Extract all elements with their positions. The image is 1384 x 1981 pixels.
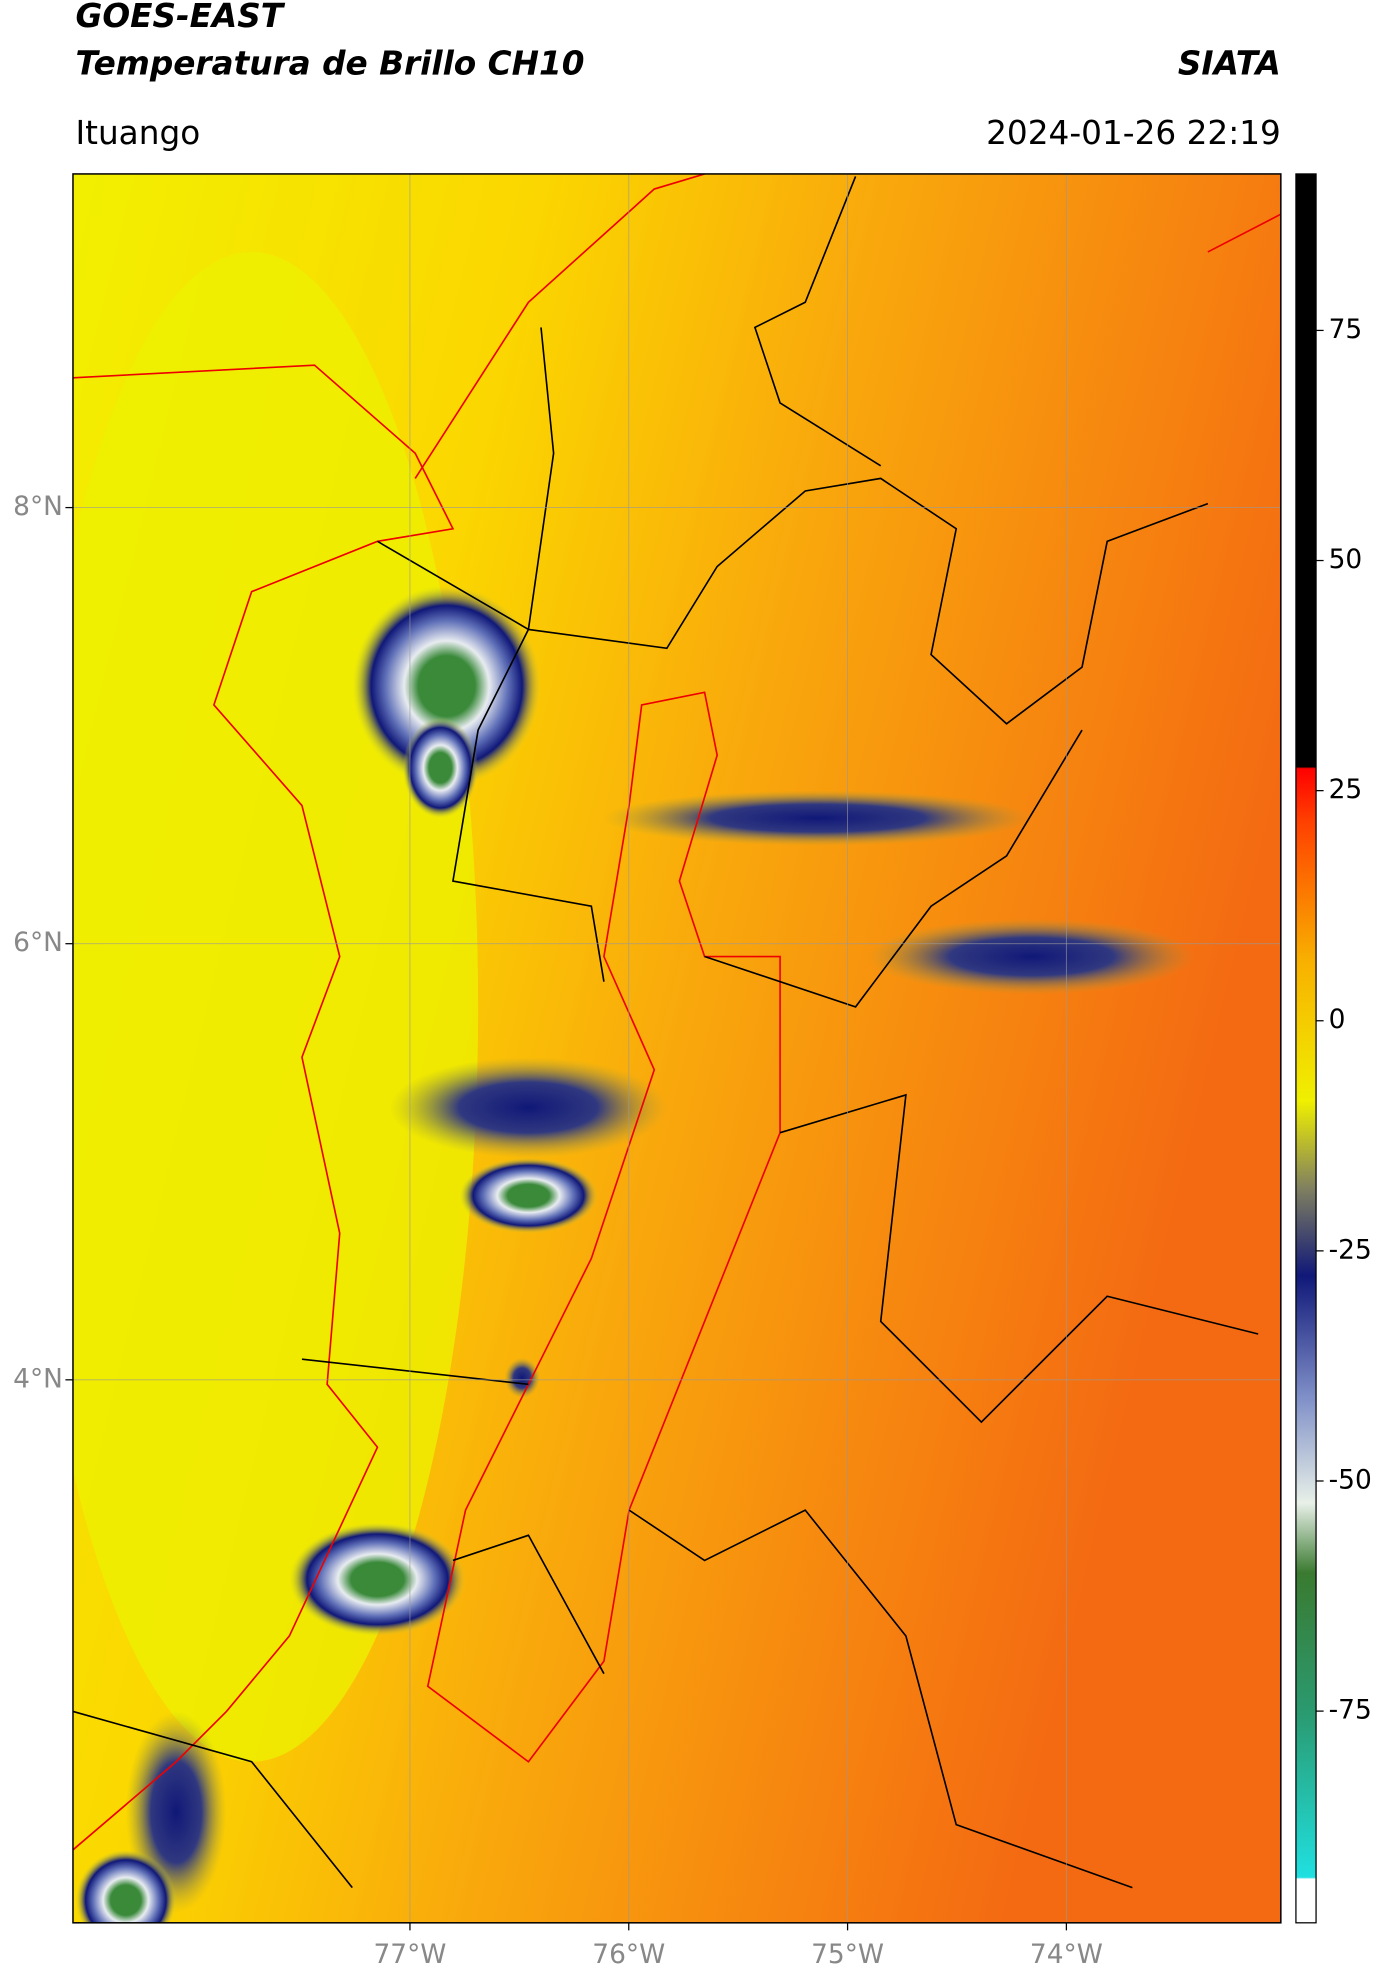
cloud <box>504 1357 540 1399</box>
datetime: 2024-01-26 22:19 <box>986 114 1281 152</box>
coastline <box>414 173 1281 479</box>
colorbar <box>1295 173 1317 1924</box>
boundaries <box>72 176 1259 1889</box>
grid <box>72 173 1281 1923</box>
cloud-band <box>390 1057 667 1158</box>
plot-frame <box>72 173 1282 1924</box>
cloud <box>352 585 542 787</box>
axes: 77°W 76°W 75°W 74°W 4°N 6°N 8°N -75 -50 -25 0 25 50 7… <box>13 314 1372 1970</box>
subtitle: Temperatura de Brillo CH10 <box>75 45 584 83</box>
x-tick-label: 75°W <box>811 1939 884 1970</box>
colorbar-tick-label: -25 <box>1329 1234 1372 1265</box>
colorbar-tick-label: 75 <box>1329 314 1363 345</box>
y-tick-label: 4°N <box>13 1363 63 1394</box>
colorbar-tick-label: -50 <box>1329 1464 1372 1495</box>
cloud <box>289 1522 466 1636</box>
cloud <box>402 717 479 819</box>
x-tick-label: 74°W <box>1030 1939 1103 1970</box>
cloud-band <box>603 790 1032 846</box>
region: Ituango <box>75 114 200 152</box>
coastline <box>72 364 455 1851</box>
map <box>72 173 1281 1923</box>
basin-outline <box>426 691 781 1763</box>
cloud-band <box>868 918 1196 995</box>
colorbar-tick-label: 0 <box>1329 1004 1346 1035</box>
x-tick-label: 77°W <box>373 1939 446 1970</box>
colorbar-tick-label: 50 <box>1329 544 1363 575</box>
title: GOES-EAST <box>75 0 285 35</box>
source: SIATA <box>1178 45 1281 83</box>
y-tick-label: 6°N <box>13 927 63 958</box>
colorbar-tick-label: 25 <box>1329 774 1363 805</box>
cloud <box>459 1157 598 1234</box>
y-tick-label: 8°N <box>13 491 63 522</box>
cloud <box>75 1849 177 1923</box>
colorbar-tick-label: -75 <box>1329 1695 1372 1726</box>
x-tick-label: 76°W <box>592 1939 665 1970</box>
